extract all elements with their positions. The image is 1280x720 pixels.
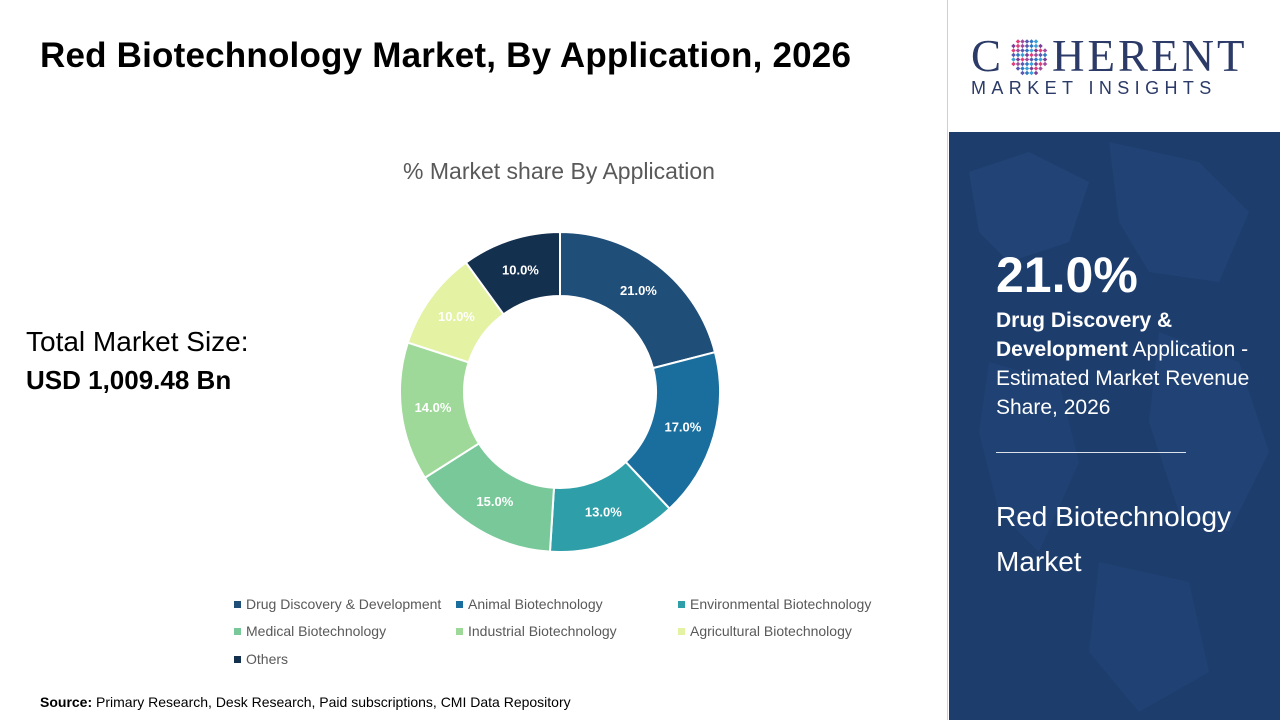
market-size-label: Total Market Size: [26, 326, 249, 357]
legend-swatch [456, 600, 463, 608]
legend-item-7: Others [234, 651, 288, 667]
market-name: Red Biotechnology Market [996, 501, 1232, 577]
legend-item-5: Industrial Biotechnology [456, 623, 617, 639]
logo-letter-c: C [971, 31, 1005, 81]
legend-item-3: Environmental Biotechnology [678, 596, 871, 612]
legend-item-1: Drug Discovery & Development [234, 596, 441, 612]
slice-label-7: 10.0% [502, 262, 539, 277]
legend-swatch [678, 627, 685, 635]
legend-label: Others [246, 651, 289, 667]
main-panel: Red Biotechnology Market, By Application… [26, 0, 948, 720]
page-title: Red Biotechnology Market, By Application… [40, 36, 852, 75]
logo: C HERENT MARKET INSIGHTS [949, 0, 1280, 132]
donut-slice-7 [464, 230, 561, 316]
slice-label-1: 21.0% [620, 283, 657, 298]
legend-swatch [234, 627, 241, 635]
legend-item-6: Agricultural Biotechnology [678, 623, 852, 639]
slice-label-5: 14.0% [415, 400, 452, 415]
source-label: Source: [40, 694, 93, 710]
legend-label: Industrial Biotechnology [468, 623, 617, 639]
slice-label-6: 10.0% [438, 309, 475, 324]
slice-label-4: 15.0% [476, 494, 513, 509]
legend-swatch [234, 600, 241, 608]
legend-item-2: Animal Biotechnology [456, 596, 603, 612]
legend-label: Animal Biotechnology [468, 596, 603, 612]
slice-label-2: 17.0% [664, 420, 701, 435]
logo-wordmark: C HERENT [971, 30, 1248, 82]
donut-slice-1 [559, 230, 717, 370]
globe-icon [1011, 39, 1048, 76]
legend-label: Agricultural Biotechnology [690, 623, 852, 639]
logo-tagline: MARKET INSIGHTS [971, 78, 1217, 98]
chart-title: % Market share By Application [403, 158, 715, 184]
legend-label: Environmental Biotechnology [690, 596, 872, 612]
donut-chart: 21.0% 17.0% 13.0% 15.0% 14.0% 10.0% 10.0% [399, 230, 721, 553]
slice-label-3: 13.0% [585, 504, 622, 519]
highlight-desc-rest: Application - Estimated Market Revenue S… [996, 338, 1250, 419]
highlight-panel: 21.0% Drug Discovery & Development Appli… [949, 132, 1280, 720]
legend-swatch [456, 627, 463, 635]
logo-letters-herent: HERENT [1052, 31, 1248, 81]
world-map-background [969, 142, 1269, 712]
highlight-value: 21.0% [996, 247, 1138, 303]
legend-swatch [234, 655, 241, 663]
legend-label: Medical Biotechnology [246, 623, 387, 639]
market-size-block: Total Market Size: USD 1,009.48 Bn [26, 324, 249, 400]
market-size-value: USD 1,009.48 Bn [26, 365, 232, 395]
legend-item-4: Medical Biotechnology [234, 623, 386, 639]
legend-swatch [678, 600, 685, 608]
highlight-segment: Drug Discovery & Development [996, 309, 1173, 361]
source-note: Source: Primary Research, Desk Research,… [40, 694, 571, 710]
source-text: Primary Research, Desk Research, Paid su… [92, 694, 571, 710]
highlight-description: Drug Discovery & Development Application… [996, 306, 1266, 422]
legend-label: Drug Discovery & Development [246, 596, 442, 612]
divider [996, 452, 1186, 453]
